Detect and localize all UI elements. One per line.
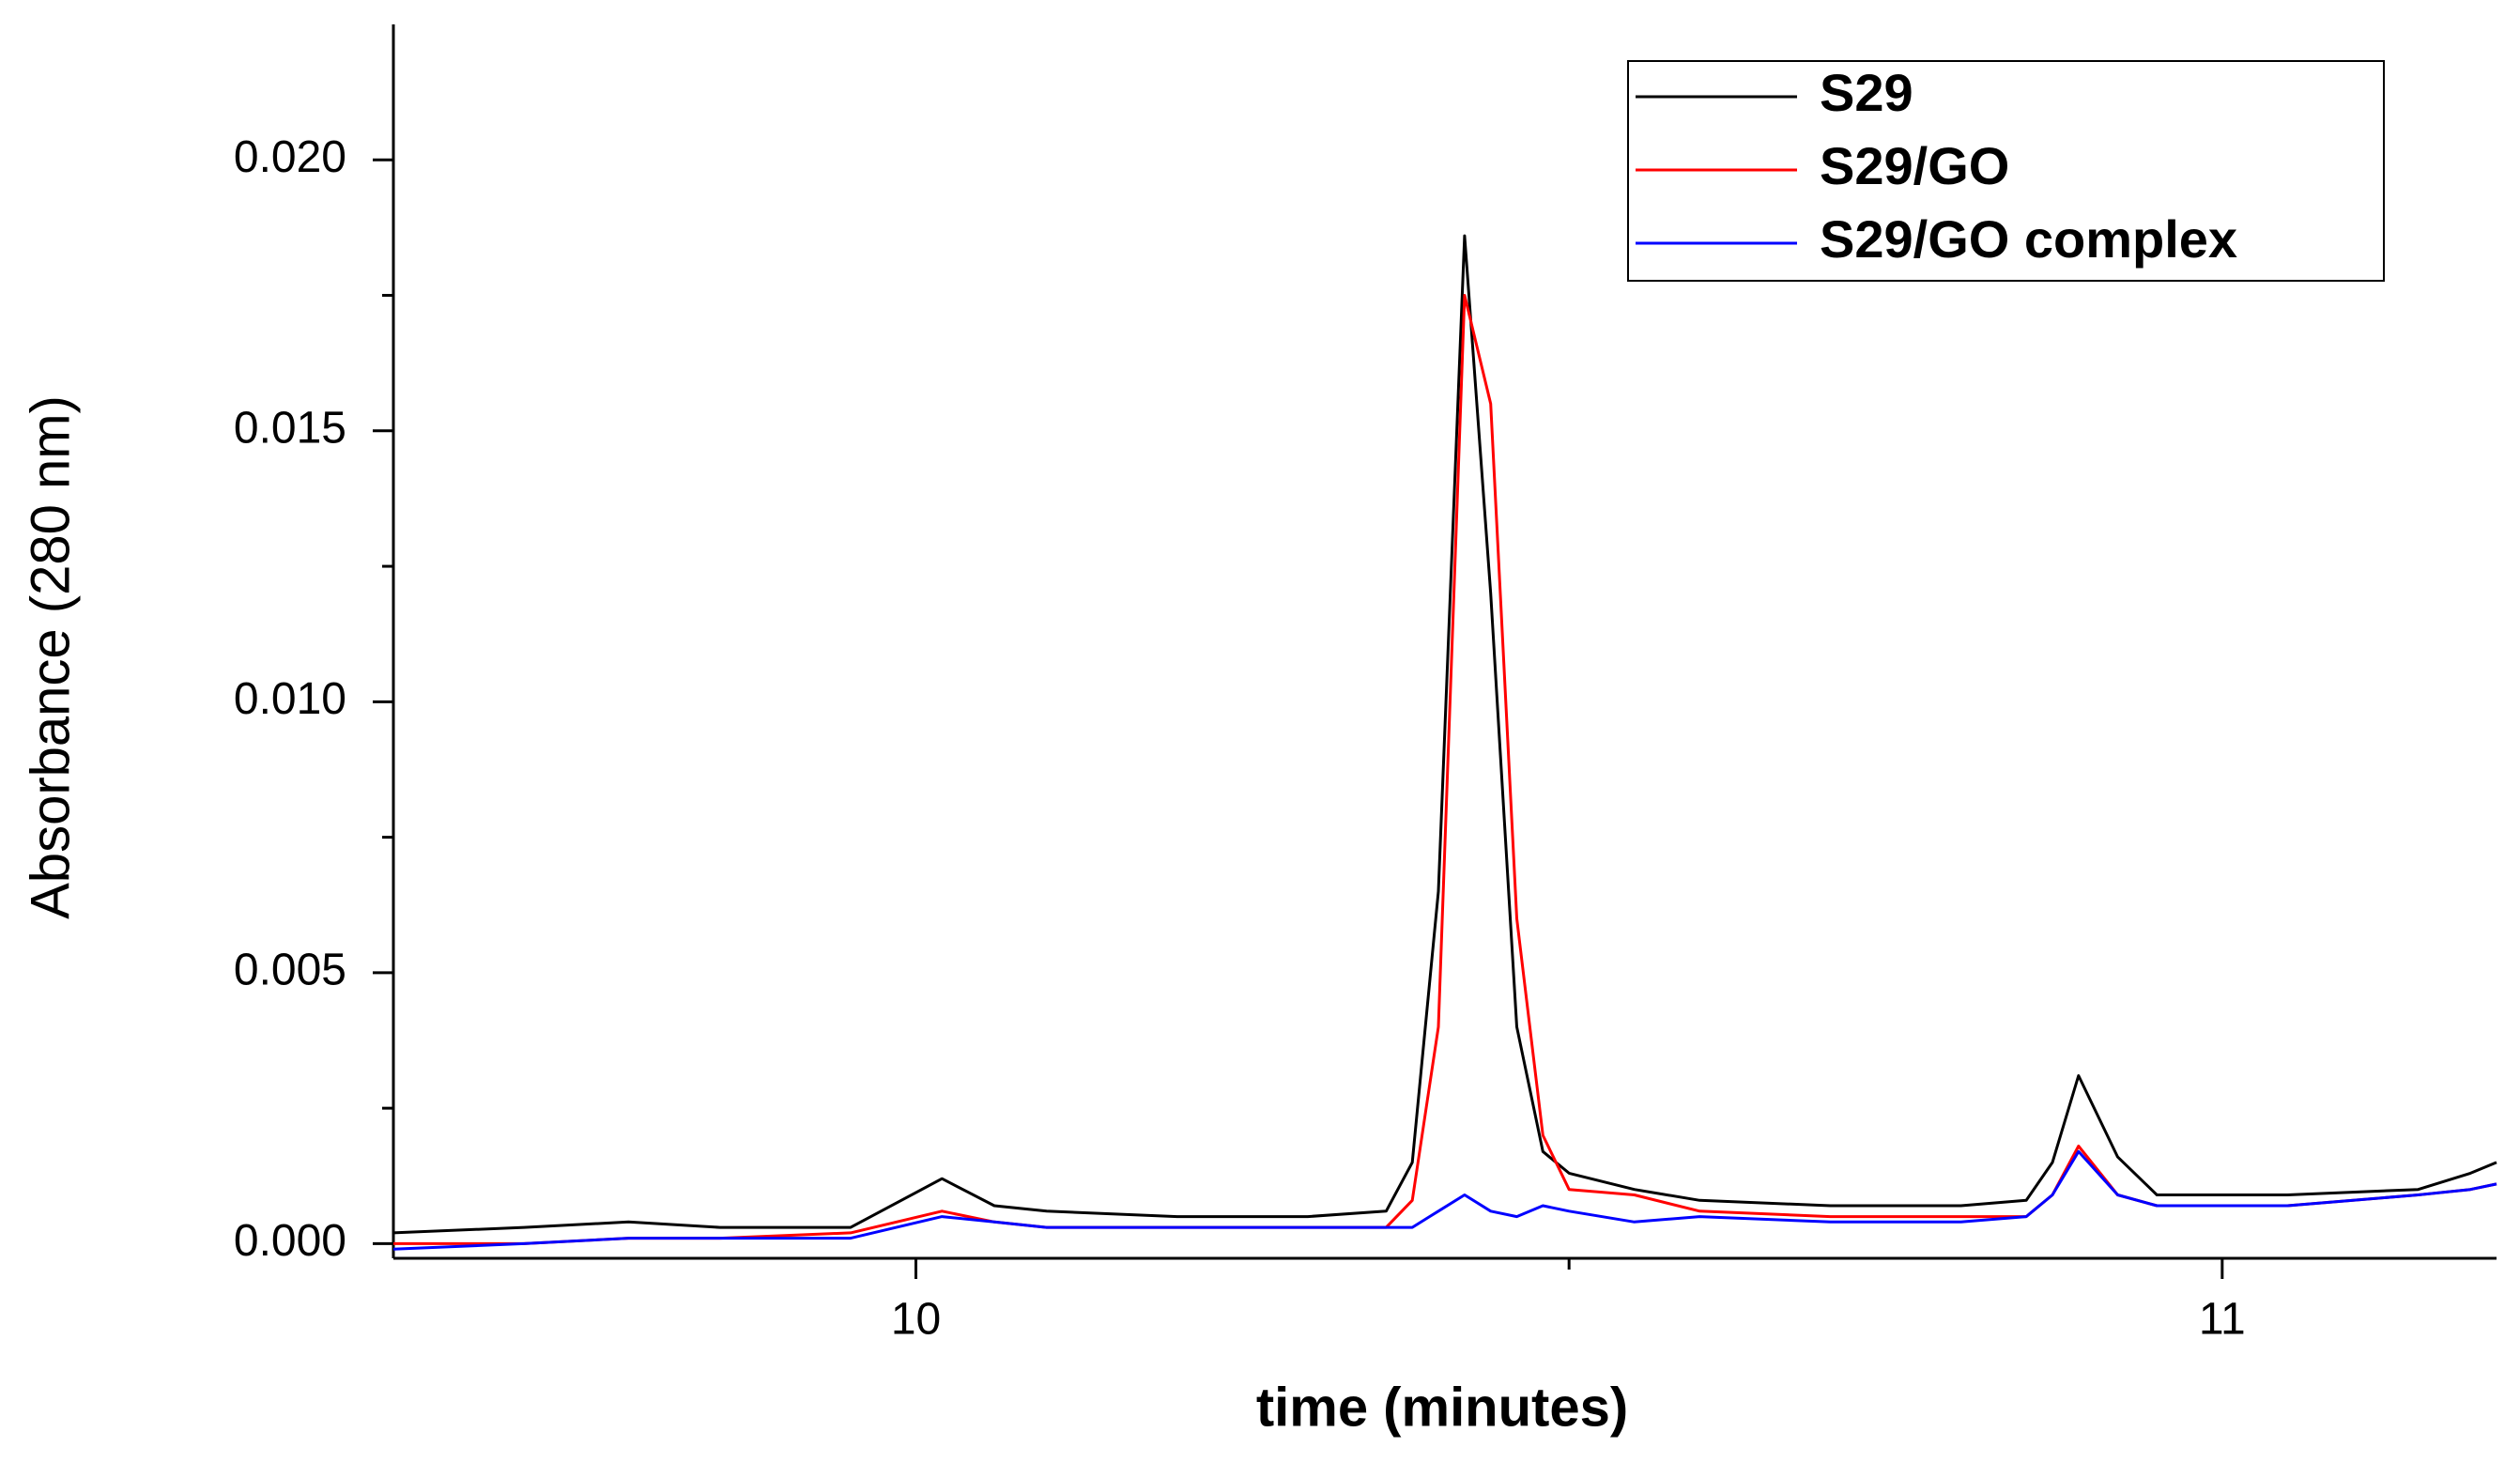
x-axis-title: time (minutes) bbox=[1256, 1377, 1628, 1438]
y-tick-label: 0.010 bbox=[234, 674, 346, 724]
y-tick-label: 0.005 bbox=[234, 946, 346, 995]
x-tick-label: 10 bbox=[891, 1295, 941, 1345]
legend-label: S29/GO bbox=[1820, 136, 2009, 195]
y-tick-label: 0.020 bbox=[234, 132, 346, 182]
series-line bbox=[393, 294, 2497, 1245]
x-tick-label: 11 bbox=[2199, 1295, 2246, 1345]
y-tick-label: 0.000 bbox=[234, 1216, 346, 1266]
series-line bbox=[392, 1149, 2497, 1251]
y-tick-label: 0.015 bbox=[234, 403, 346, 453]
series-line bbox=[392, 234, 2497, 1235]
legend-label: S29 bbox=[1820, 63, 1913, 122]
legend-label: S29/GO complex bbox=[1820, 209, 2237, 269]
y-axis-title: Absorbance (280 nm) bbox=[20, 395, 81, 919]
